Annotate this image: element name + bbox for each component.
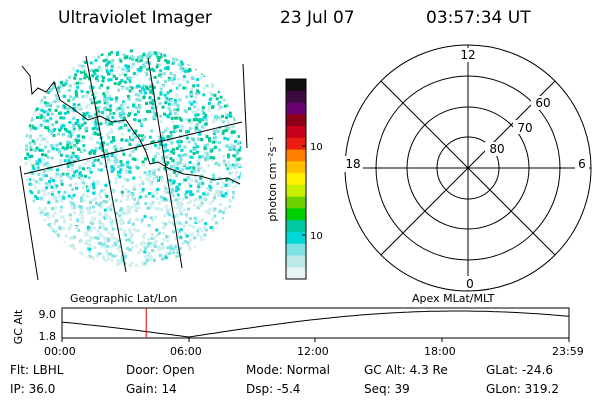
orbit-x-ticks bbox=[61, 338, 570, 342]
coastline bbox=[21, 65, 241, 185]
time-label: 03:57:34 UT bbox=[426, 8, 531, 28]
info-flt: Flt: LBHL bbox=[10, 363, 64, 377]
mlt-label-6: 6 bbox=[578, 157, 586, 171]
polar-plot: 12 0 18 6 60 70 80 bbox=[343, 44, 592, 292]
orbit-altitude-curve bbox=[61, 310, 570, 338]
orbit-altitude-panel: GC Alt 9.0 1.8 bbox=[12, 307, 570, 344]
color-scale-segment bbox=[286, 137, 306, 151]
info-ip: IP: 36.0 bbox=[10, 382, 56, 396]
mlat-label-60: 60 bbox=[535, 96, 550, 110]
color-scale: 100 10 photon cm⁻²s⁻¹ bbox=[266, 78, 322, 280]
orbit-x-tick-2359: 23:59 bbox=[552, 345, 584, 358]
orbit-y-axis-label: GC Alt bbox=[12, 309, 25, 344]
color-scale-segment bbox=[286, 243, 306, 257]
info-gain: Gain: 14 bbox=[126, 382, 177, 396]
color-scale-unit: photon cm⁻²s⁻¹ bbox=[266, 136, 279, 221]
orbit-x-tick-0600: 06:00 bbox=[170, 345, 202, 358]
color-scale-tick-100: 100 bbox=[310, 142, 322, 153]
color-scale-segment bbox=[286, 173, 306, 186]
mlat-label-70: 70 bbox=[517, 121, 532, 135]
orbit-x-tick-1800: 18:00 bbox=[424, 345, 456, 358]
info-mode: Mode: Normal bbox=[246, 363, 330, 377]
mlt-label-18: 18 bbox=[345, 157, 360, 171]
mlt-label-12: 12 bbox=[460, 48, 475, 62]
orbit-y-tick-low: 1.8 bbox=[39, 330, 57, 343]
info-seq: Seq: 39 bbox=[364, 382, 410, 396]
color-scale-segment bbox=[286, 231, 306, 245]
orbit-x-tick-0000: 00:00 bbox=[44, 345, 76, 358]
color-scale-segment bbox=[286, 267, 306, 280]
orbit-plot-frame bbox=[61, 307, 570, 339]
color-scale-segment bbox=[286, 149, 306, 162]
color-scale-segment bbox=[286, 102, 306, 115]
mlt-label-0: 0 bbox=[466, 277, 474, 291]
color-scale-segment bbox=[286, 208, 306, 221]
polar-grid bbox=[344, 44, 592, 292]
orbit-right-title: Apex MLat/MLT bbox=[412, 292, 495, 305]
info-dsp: Dsp: -5.4 bbox=[246, 382, 301, 396]
color-scale-bar bbox=[286, 79, 306, 280]
color-scale-segment bbox=[286, 114, 306, 127]
info-glat: GLat: -24.6 bbox=[486, 363, 553, 377]
color-scale-segment bbox=[286, 184, 306, 198]
instrument-title: Ultraviolet Imager bbox=[58, 8, 212, 28]
color-scale-segment bbox=[286, 126, 306, 139]
info-door: Door: Open bbox=[126, 363, 195, 377]
geographic-grid bbox=[19, 55, 248, 281]
color-scale-segment bbox=[286, 196, 306, 210]
orbit-y-tick-high: 9.0 bbox=[39, 308, 57, 321]
color-scale-segment bbox=[286, 255, 306, 268]
mlat-label-80: 80 bbox=[489, 142, 504, 156]
color-scale-segment bbox=[286, 161, 306, 174]
uv-emission-image bbox=[24, 49, 242, 267]
color-scale-segment bbox=[286, 90, 306, 104]
info-gc-alt: GC Alt: 4.3 Re bbox=[364, 363, 448, 377]
color-scale-ticks bbox=[302, 145, 306, 236]
color-scale-segment bbox=[286, 79, 306, 92]
orbit-left-title: Geographic Lat/Lon bbox=[70, 292, 178, 305]
uv-image-panel bbox=[19, 49, 248, 281]
date-label: 23 Jul 07 bbox=[280, 8, 355, 28]
color-scale-tick-10: 10 bbox=[310, 231, 322, 242]
info-glon: GLon: 319.2 bbox=[486, 382, 559, 396]
orbit-x-tick-1200: 12:00 bbox=[297, 345, 329, 358]
color-scale-segment bbox=[286, 220, 306, 233]
